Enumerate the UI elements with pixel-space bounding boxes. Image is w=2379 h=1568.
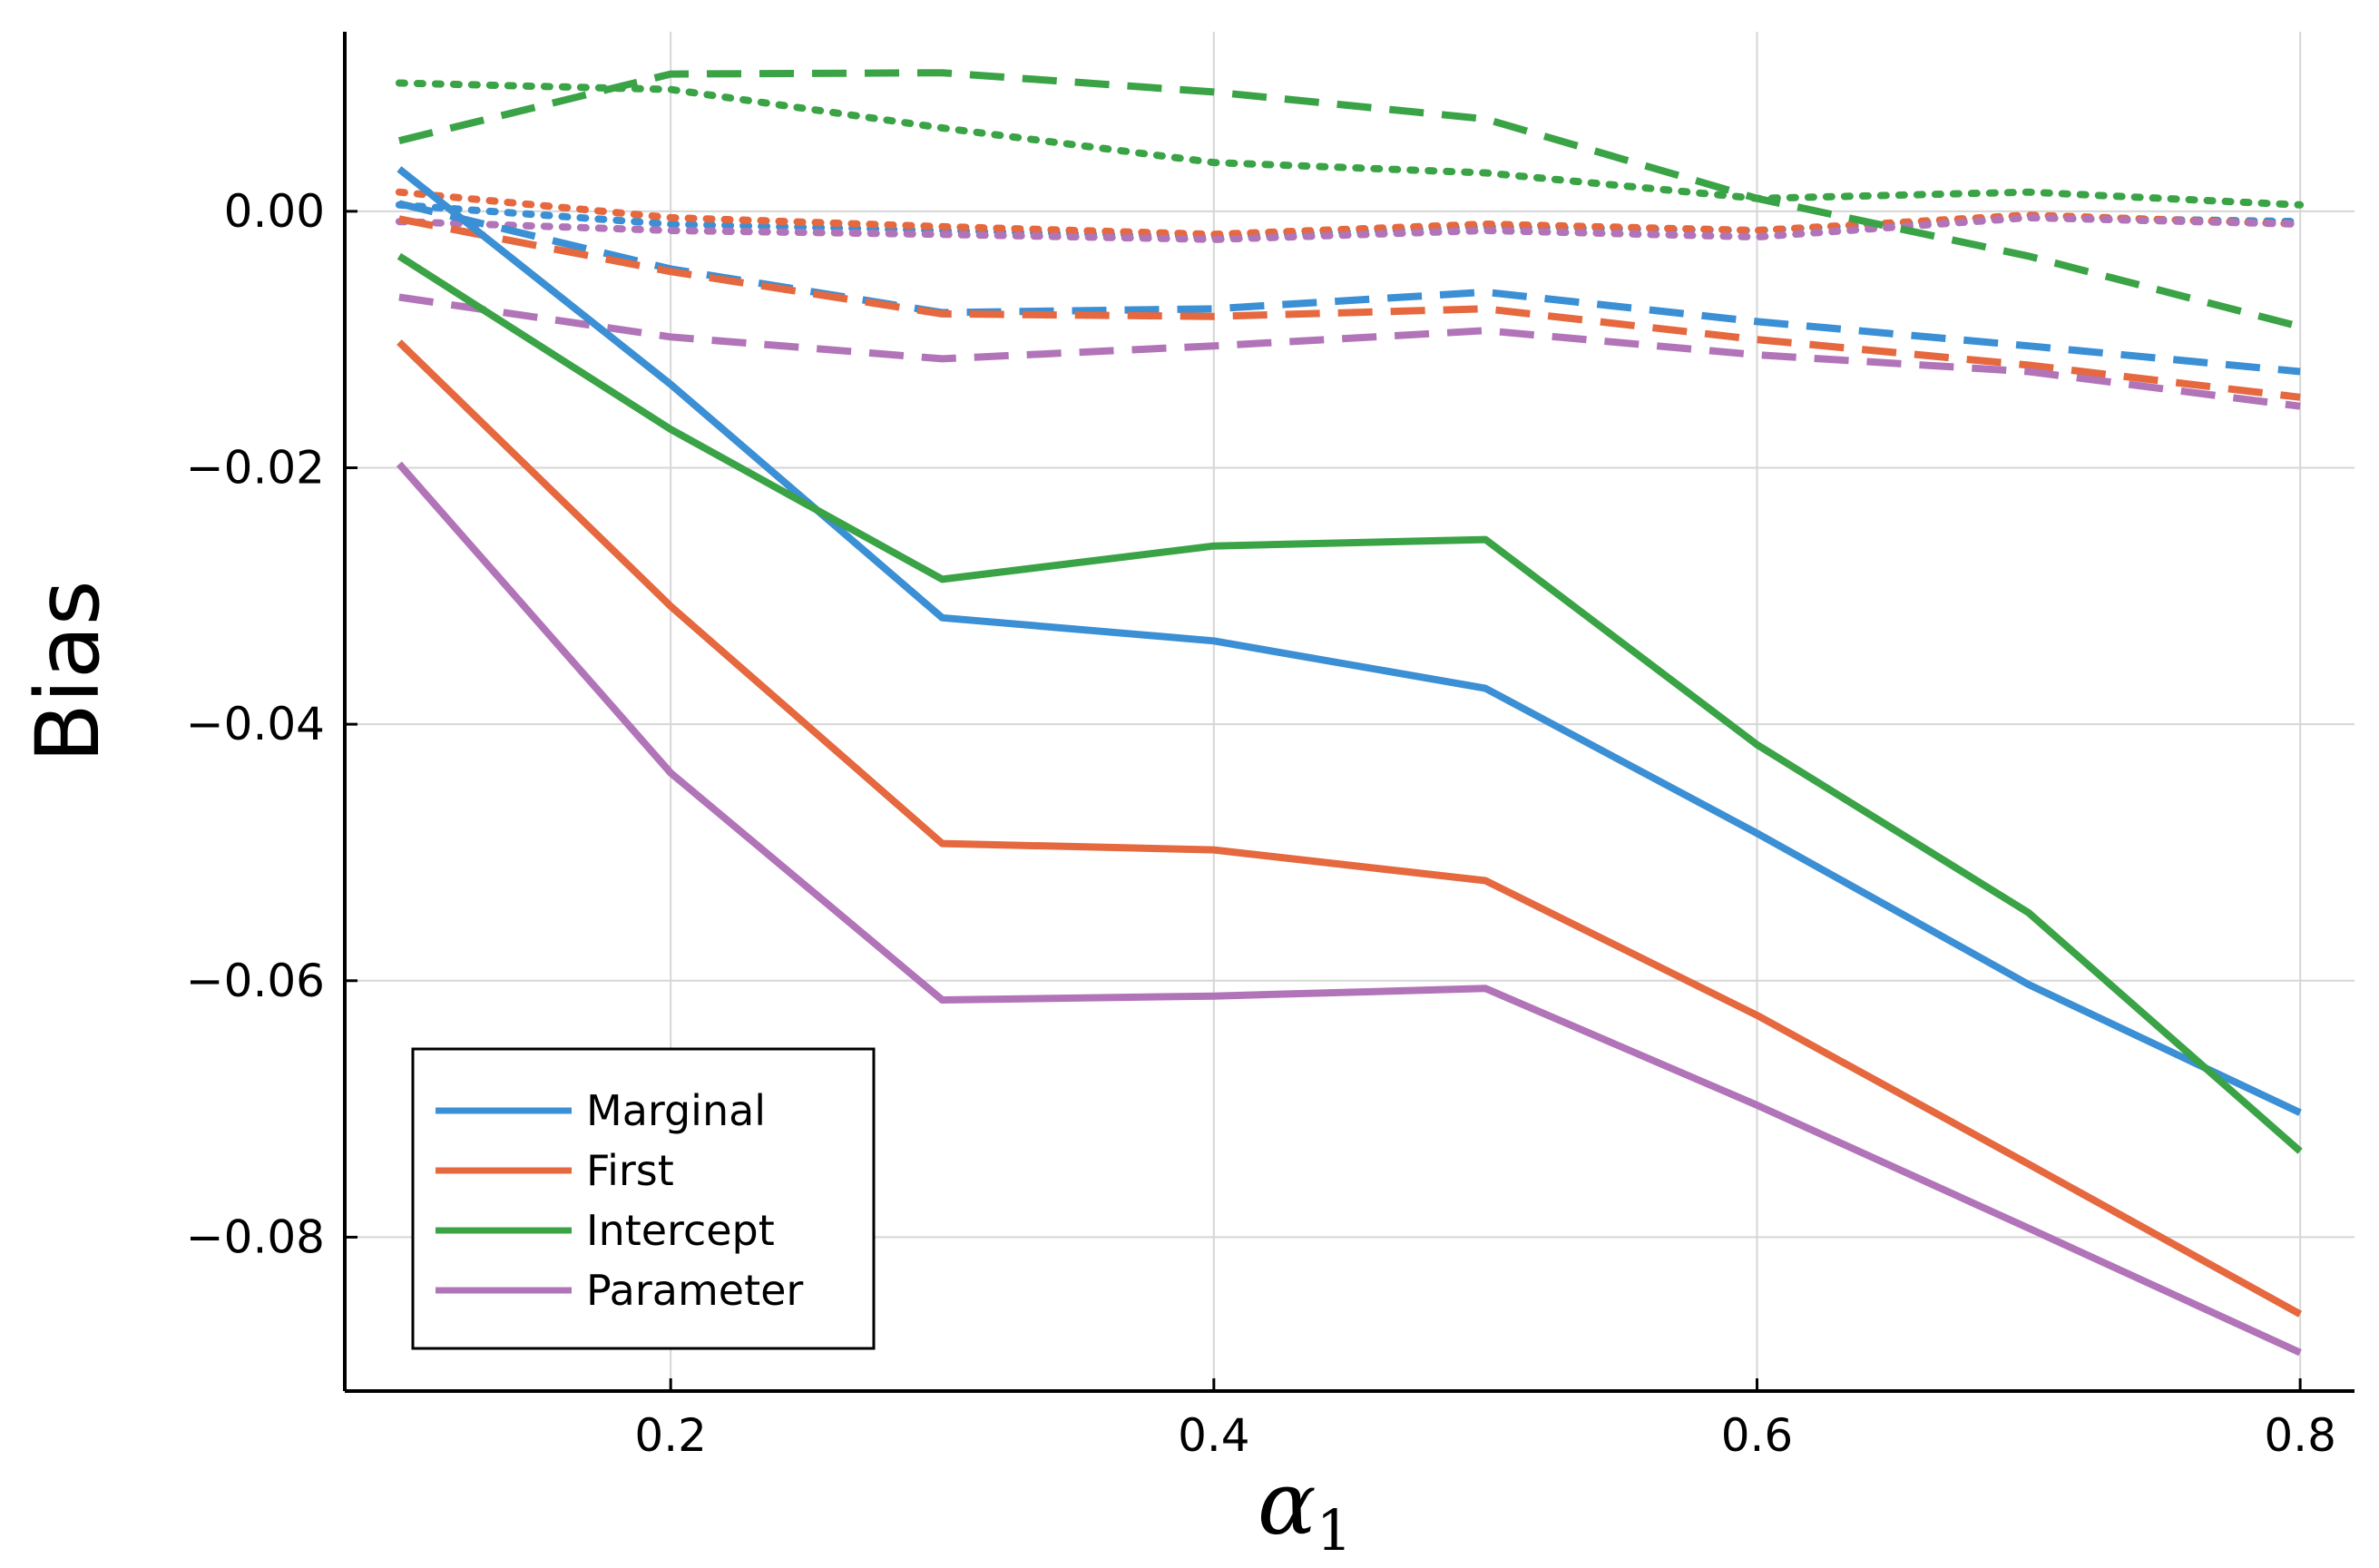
legend-label-first: First (586, 1146, 674, 1195)
series-line-parameter-solid (396, 461, 2302, 1357)
series-lines (395, 69, 2305, 1357)
axes (343, 32, 2355, 1393)
legend-box (411, 1047, 876, 1350)
grid-lines (345, 32, 2355, 1391)
x-axis-title: α1 (1258, 1453, 1352, 1563)
x-axis-title-symbol: α (1258, 1453, 1317, 1554)
series-line-parameter-dash (398, 293, 2301, 410)
series-line-intercept-solid (396, 252, 2303, 1154)
series-line-parameter-dot (395, 213, 2305, 243)
legend-label-marginal: Marginal (586, 1086, 766, 1135)
series-line-intercept-dash (397, 69, 2302, 330)
series-line-intercept-dot (395, 79, 2305, 209)
legend-label-intercept: Intercept (586, 1206, 775, 1255)
x-tick-label-0: 0.2 (634, 1409, 707, 1462)
legend-label-parameter: Parameter (586, 1266, 803, 1315)
y-tick-label-3: −0.06 (186, 955, 325, 1007)
y-tick-label-2: −0.04 (186, 698, 325, 750)
series-line-first-solid (396, 339, 2303, 1318)
series-line-marginal-solid (396, 166, 2302, 1116)
x-tick-label-3: 0.8 (2264, 1409, 2336, 1462)
x-tick-label-2: 0.6 (1721, 1409, 1794, 1462)
x-tick-label-1: 0.4 (1178, 1409, 1250, 1462)
x-axis-title-subscript: 1 (1317, 1497, 1352, 1563)
legend: Marginal First Intercept Parameter (411, 1047, 876, 1350)
y-tick-label-0: 0.00 (224, 185, 325, 238)
y-tick-label-1: −0.02 (186, 441, 325, 494)
y-tick-label-4: −0.08 (186, 1210, 325, 1263)
tick-labels: 0.2 0.4 0.6 0.8 0.00 −0.02 −0.04 −0.06 −0.08 (186, 185, 2336, 1462)
y-axis-title: Bias (17, 580, 119, 762)
series-line-first-dash (398, 215, 2301, 401)
